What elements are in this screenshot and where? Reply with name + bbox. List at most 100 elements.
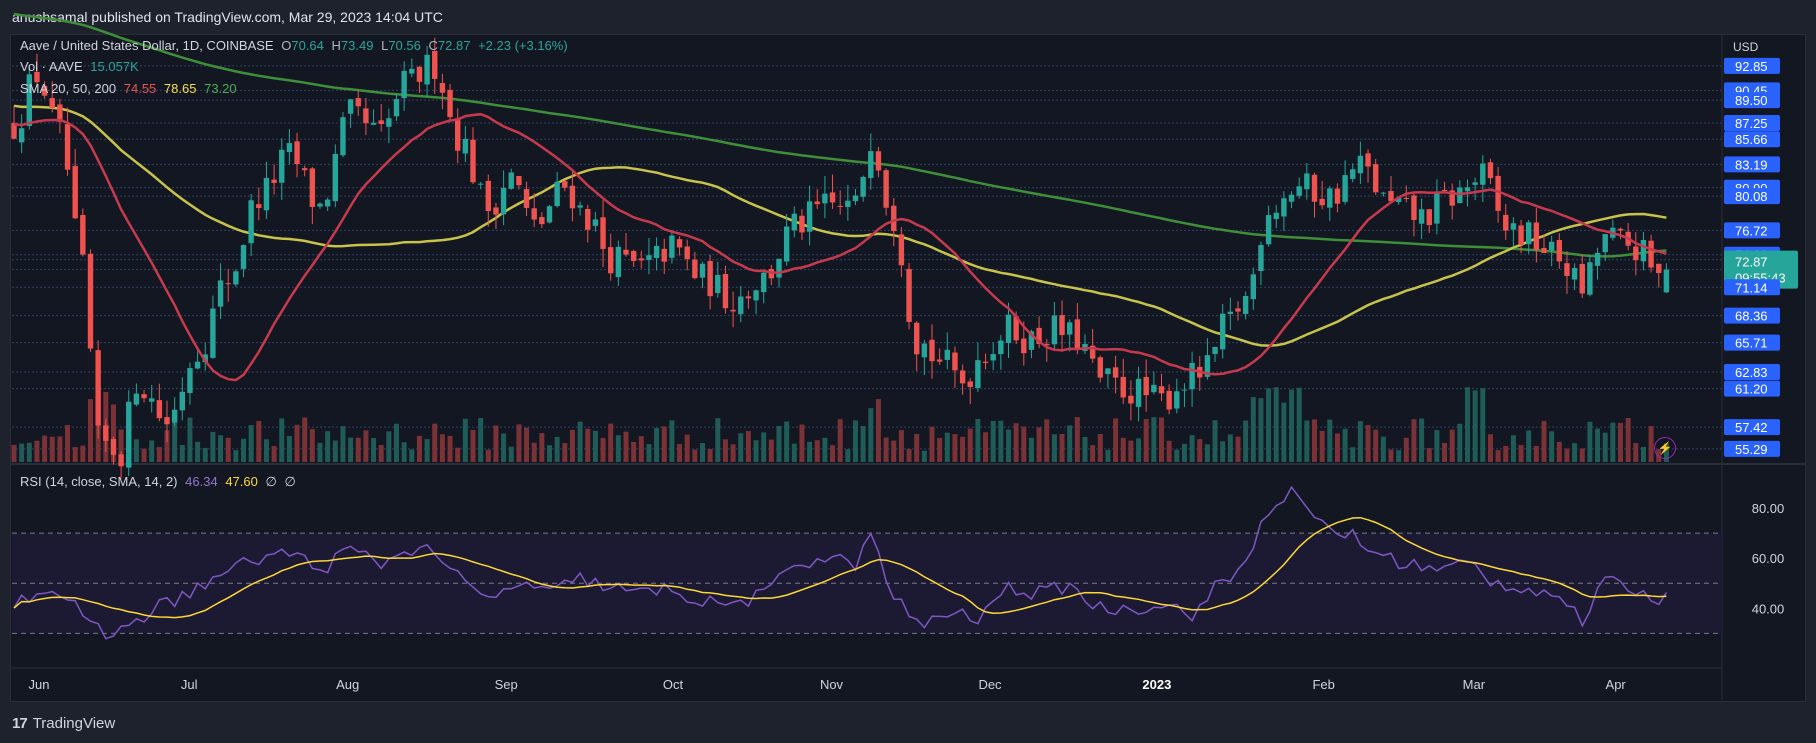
candle-body (64, 124, 71, 170)
volume-bar (891, 440, 897, 462)
candle-body (753, 290, 759, 301)
candle-body (416, 66, 423, 82)
volume-bar (256, 421, 262, 462)
tradingview-brand: TradingView (32, 715, 116, 732)
volume-bar (654, 427, 660, 462)
volume-value: 15.057K (90, 59, 139, 74)
volume-bar (210, 431, 216, 462)
volume-bar (1319, 430, 1325, 462)
candle-body (378, 120, 384, 124)
tradingview-logo[interactable]: 17 TradingView (12, 715, 115, 732)
candle-body (577, 205, 583, 208)
candle-body (1602, 234, 1608, 253)
candle-body (126, 401, 132, 468)
volume-bar (1388, 449, 1394, 462)
rsi-label[interactable]: RSI (14, close, SMA, 14, 2) (20, 474, 178, 489)
volume-bar (1304, 420, 1310, 462)
volume-bar (439, 434, 445, 462)
price-tick-bg (1724, 92, 1780, 109)
volume-label[interactable]: Vol · AAVE (20, 59, 83, 74)
candle-body (1503, 214, 1509, 231)
symbol-legend: Aave / United States Dollar, 1D, COINBAS… (20, 38, 572, 53)
volume-bar (1266, 388, 1272, 462)
candle-body (1120, 376, 1126, 398)
candle-body (95, 350, 101, 426)
candle-body (355, 98, 361, 107)
candle-body (1357, 155, 1364, 174)
price-tick-label: 71.14 (1735, 280, 1768, 295)
candle-body (952, 352, 958, 371)
volume-bar (1411, 419, 1417, 462)
candle-body (1441, 189, 1448, 191)
candle-body (233, 271, 239, 285)
volume-bar (1465, 387, 1470, 462)
volume-bar (600, 437, 606, 462)
candle-body (118, 454, 124, 467)
volume-bar (19, 443, 25, 462)
volume-bar (1365, 425, 1371, 462)
volume-bar (524, 427, 530, 462)
candle-body (860, 176, 866, 197)
candle-body (1487, 162, 1494, 179)
candle-body (1296, 186, 1302, 196)
volume-bar (791, 443, 797, 462)
candle-body (707, 261, 713, 297)
candle-body (133, 393, 140, 405)
volume-bar (42, 435, 48, 462)
candle-body (1021, 338, 1027, 354)
candle-body (1181, 389, 1188, 391)
rsi-legend: RSI (14, close, SMA, 14, 2) 46.34 47.60 … (20, 474, 300, 490)
volume-bar (1006, 429, 1011, 462)
candle-body (271, 179, 277, 183)
candle-body (1174, 391, 1180, 409)
candle-body (608, 247, 614, 274)
sma20-line (13, 112, 1667, 382)
volume-bar (179, 445, 185, 462)
high-value: 73.49 (340, 38, 374, 53)
candle-body (814, 201, 820, 205)
candle-body (1242, 296, 1249, 315)
volume-bar (868, 408, 874, 462)
volume-bar (133, 439, 139, 462)
volume-bar (684, 434, 690, 462)
sma200-value: 73.20 (204, 81, 237, 96)
candle-body (1143, 376, 1149, 396)
volume-bar (1021, 426, 1027, 462)
volume-bar (1028, 437, 1034, 462)
volume-bar (424, 439, 430, 462)
rsi-tick-label: 60.00 (1752, 551, 1785, 566)
candle-body (1227, 311, 1234, 314)
candle-body (1067, 322, 1073, 335)
rsi-line (13, 485, 1668, 640)
candle-body (1028, 331, 1035, 350)
volume-bar (1113, 418, 1119, 462)
volume-bar (623, 431, 629, 462)
volume-bar (1044, 419, 1050, 462)
candle-body (1571, 268, 1578, 280)
volume-bar (1403, 437, 1409, 462)
sma-legend: SMA 20, 50, 200 74.55 78.65 73.20 (20, 81, 241, 96)
candle-body (1166, 390, 1172, 410)
volume-bar (669, 420, 675, 462)
volume-bar (348, 437, 354, 462)
volume-bar (26, 442, 32, 462)
volume-bar (1197, 439, 1203, 462)
sma-label[interactable]: SMA 20, 50, 200 (20, 81, 117, 96)
candle-body (386, 118, 392, 127)
volume-bar (110, 404, 116, 462)
volume-bar (1212, 420, 1218, 462)
volume-bar (1312, 419, 1317, 462)
price-tick-bg (1724, 57, 1780, 74)
volume-bar (761, 432, 767, 462)
volume-bar (1495, 450, 1501, 462)
price-tick-label: 89.50 (1735, 93, 1768, 108)
symbol-name[interactable]: Aave / United States Dollar, 1D, COINBAS… (20, 38, 274, 53)
sma50-value: 78.65 (163, 81, 197, 96)
last-price-tag (1724, 250, 1798, 289)
candle-body (41, 85, 48, 96)
volume-bar (378, 445, 384, 462)
lightning-icon[interactable]: ⚡ (1654, 437, 1676, 459)
rsi-extra-1: ∅ (265, 474, 277, 489)
candle-body (585, 209, 591, 230)
